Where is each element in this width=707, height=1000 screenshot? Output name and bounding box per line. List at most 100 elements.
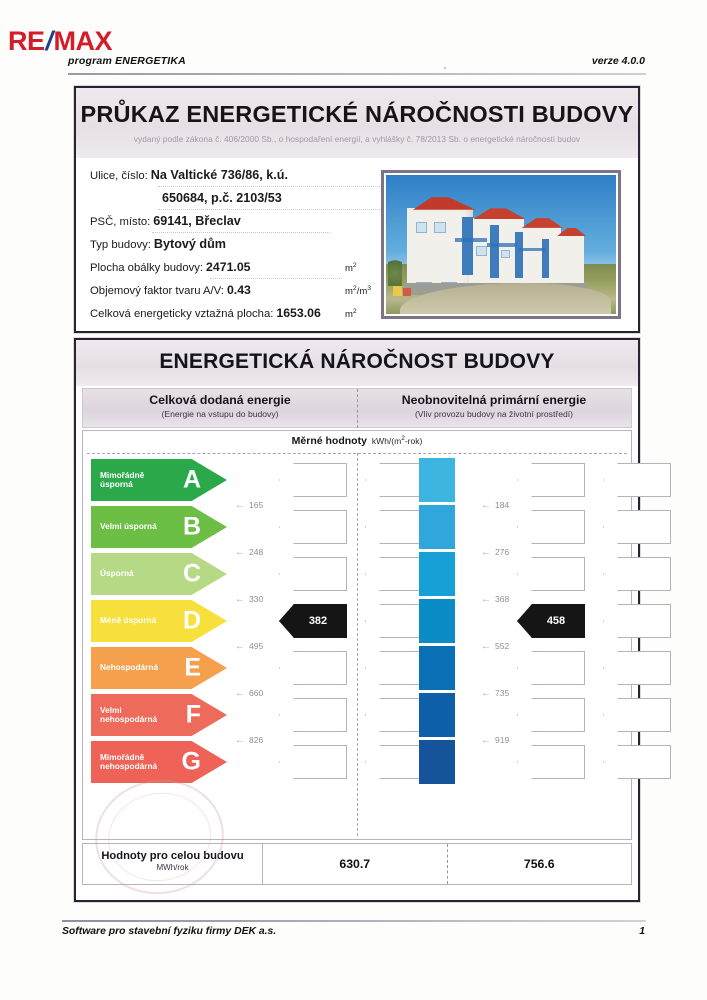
class-label-a: Mimořádně úsporná: [100, 469, 145, 489]
value-chevron-a-3: [517, 463, 585, 497]
photo-building-block-4: [556, 234, 584, 284]
field-reference-area-label: Celková energeticky vztažná plocha:: [90, 308, 274, 320]
units-row: Měrné hodnoty kWh/(m2-rok): [83, 435, 631, 447]
threshold-right-b: ← 276: [481, 547, 510, 558]
column-primary-subtitle: (Vliv provozu budovy na životní prostřed…: [414, 409, 574, 419]
field-envelope-area: Plocha obálky budovy: 2471.05 m2: [90, 260, 390, 283]
photo-building-block-3: [519, 226, 561, 285]
photo-balcony-rail-3: [519, 247, 545, 252]
value-chevron-e-1: [279, 651, 347, 685]
photo-balcony-4: [542, 238, 550, 278]
value-chevron-c-1: [279, 557, 347, 591]
class-arrow-b: Velmi úsporná B: [91, 506, 227, 548]
field-envelope-area-value: 2471.05: [206, 260, 251, 274]
column-delivered-subtitle: (Energie na vstupu do budovy): [161, 409, 279, 419]
building-photo: [381, 170, 621, 319]
building-fields: Ulice, číslo: Na Valtické 736/86, k.ú. 65…: [90, 168, 390, 329]
field-street2-underline: [158, 209, 390, 210]
value-chevron-f-1: [279, 698, 347, 732]
photo-balcony-2: [489, 225, 499, 278]
field-street2: 650684, p.č. 2103/53: [90, 191, 390, 214]
certificate-subtitle: vydaný podle zákona č. 406/2000 Sb., o h…: [133, 134, 581, 144]
value-chevron-d-4: [603, 604, 671, 638]
class-arrow-a: Mimořádně úsporná A: [91, 459, 227, 501]
class-label-g: Mimořádně nehospodárná: [100, 751, 158, 771]
threshold-left-f-value: 826: [249, 735, 264, 745]
class-label-c: Úsporná: [100, 568, 134, 579]
summary-primary-value: 756.6: [523, 857, 555, 871]
class-letter-e: E: [184, 653, 201, 682]
class-letter-b: B: [182, 512, 201, 541]
threshold-right-a: ← 184: [481, 500, 510, 511]
threshold-right-b-value: 276: [495, 547, 510, 557]
value-chevron-g-4: [603, 745, 671, 779]
threshold-left-a-value: 165: [249, 500, 264, 510]
class-arrow-e: Nehospodárná E: [91, 647, 227, 689]
photo-roof-3: [521, 218, 564, 228]
field-street: Ulice, číslo: Na Valtické 736/86, k.ú.: [90, 168, 390, 191]
blue-band-b: [419, 505, 455, 549]
threshold-left-a: ← 165: [235, 500, 264, 511]
column-header-delivered: Celková dodaná energie (Energie na vstup…: [83, 389, 357, 427]
units-value: kWh/(m2-rok): [371, 435, 423, 446]
logo-max-text: MAX: [53, 26, 113, 56]
photo-balcony-rail-1: [455, 237, 488, 242]
value-chevron-f-3: [517, 698, 585, 732]
photo-balcony-1: [461, 216, 474, 276]
photo-balcony-3: [514, 232, 523, 278]
class-letter-g: G: [181, 747, 201, 776]
field-shape-factor-unit: m2/m3: [345, 285, 372, 298]
energy-panel: ENERGETICKÁ NÁROČNOST BUDOVY Celková dod…: [74, 338, 671, 902]
field-zip: PSČ, místo: 69141, Břeclav: [90, 214, 390, 237]
photo-tree: [388, 255, 403, 287]
threshold-left-c-value: 330: [249, 594, 264, 604]
certificate-header: [76, 88, 638, 158]
threshold-right-c: ← 368: [481, 594, 510, 605]
class-label-f: Velmi nehospodárná: [100, 704, 158, 724]
threshold-right-f: ← 919: [481, 735, 510, 746]
value-chevron-b-4: [603, 510, 671, 544]
footer-page-number: 1: [639, 926, 645, 937]
photo-bin-red: [403, 287, 412, 296]
column-primary-title: Neobnovitelná primární energie: [401, 393, 587, 407]
blue-band-e: [419, 646, 455, 690]
summary-row: Hodnoty pro celou budovu MWh/rok 630.7 7…: [82, 843, 632, 885]
table-row: Velmi nehospodárná F ← 826 ← 919: [83, 692, 671, 746]
field-reference-area-value: 1653.06: [276, 306, 321, 320]
blue-band-c: [419, 552, 455, 596]
footer-divider: [62, 920, 646, 922]
delivered-energy-value-marker: 382: [279, 604, 347, 638]
photo-roof-2: [472, 208, 527, 220]
threshold-left-b: ← 248: [235, 547, 264, 558]
field-building-type-label: Typ budovy:: [90, 239, 151, 251]
energy-scale-chart: Měrné hodnoty kWh/(m2-rok) Mimořádně úspo…: [82, 430, 671, 840]
field-street-underline: [158, 186, 390, 187]
value-chevron-g-1: [279, 745, 347, 779]
class-label-e: Nehospodárná: [100, 662, 159, 673]
value-chevron-a-1: [279, 463, 347, 497]
blue-band-f: [419, 693, 455, 737]
footer-software: Software pro stavební fyziku firmy DEK a…: [62, 926, 277, 937]
value-chevron-c-4: [603, 557, 671, 591]
field-shape-factor-label: Objemový faktor tvaru A/V:: [90, 285, 224, 297]
blue-band-g: [419, 740, 455, 784]
threshold-left-d-value: 495: [249, 641, 264, 651]
logo-slash: /: [45, 26, 54, 56]
threshold-right-f-value: 919: [495, 735, 510, 745]
field-reference-area: Celková energeticky vztažná plocha: 1653.…: [90, 306, 390, 329]
summary-delivered-value: 630.7: [263, 844, 448, 884]
class-label-d: Méně úsporná: [100, 615, 157, 626]
threshold-left-e-value: 660: [249, 688, 264, 698]
class-arrow-c: Úsporná C: [91, 553, 227, 595]
scan-speck: [444, 67, 446, 69]
field-street-label: Ulice, číslo:: [90, 170, 148, 182]
threshold-right-e: ← 735: [481, 688, 510, 699]
photo-window-3: [475, 245, 488, 256]
class-letter-c: C: [182, 559, 201, 588]
program-label: program ENERGETIKA: [68, 55, 186, 67]
threshold-right-d-value: 552: [495, 641, 510, 651]
column-header-primary: Neobnovitelná primární energie (Vliv pro…: [357, 389, 631, 427]
primary-energy-value-marker: 458: [517, 604, 585, 638]
photo-balcony-rail-2: [487, 243, 518, 248]
